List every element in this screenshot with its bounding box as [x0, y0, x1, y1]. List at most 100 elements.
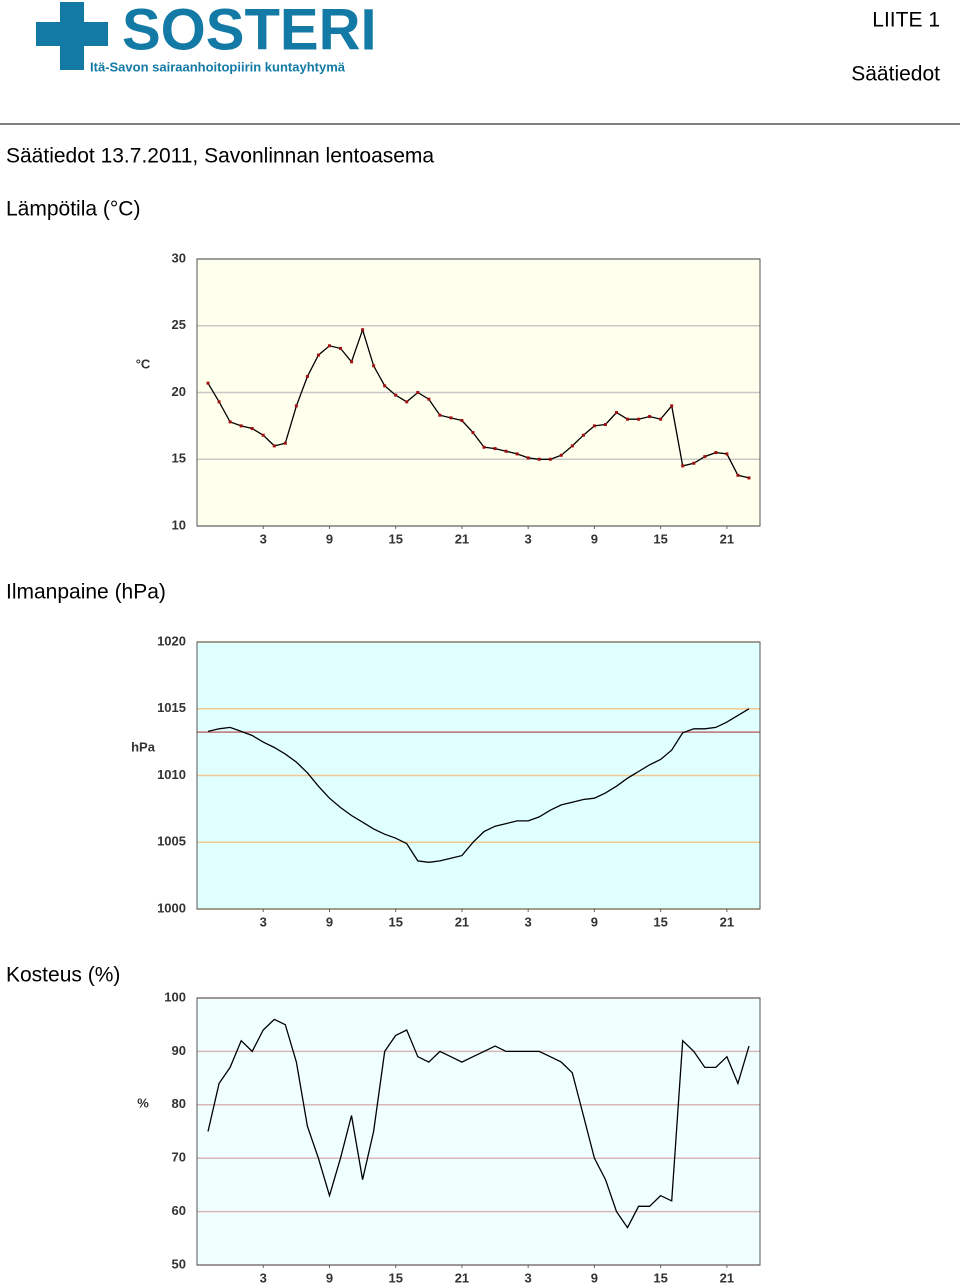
data-point	[228, 420, 232, 424]
data-point	[537, 457, 541, 461]
x-tick-label: 15	[388, 531, 402, 546]
y-tick-label: 1005	[157, 834, 186, 849]
x-tick-label: 9	[326, 531, 333, 546]
data-point	[460, 419, 464, 423]
appendix: LIITE 1	[872, 9, 940, 32]
plot-border	[196, 258, 761, 527]
data-line	[207, 1018, 750, 1229]
y-tick-label: 50	[172, 1256, 186, 1271]
data-point	[736, 473, 740, 477]
data-point	[316, 353, 320, 357]
x-tick-label: 21	[720, 1270, 734, 1285]
data-point	[427, 397, 431, 401]
data-point	[416, 391, 420, 394]
data-point	[714, 451, 718, 455]
data-point	[449, 416, 453, 420]
data-point	[614, 411, 618, 415]
x-tick-label: 9	[591, 1270, 598, 1285]
x-tick-label: 15	[653, 1270, 667, 1285]
x-tick-label: 9	[591, 531, 598, 546]
x-tick-label: 3	[525, 1270, 532, 1285]
x-tick-label: 21	[455, 531, 469, 546]
plot-border	[196, 997, 761, 1266]
data-point	[394, 393, 398, 397]
data-point	[526, 456, 530, 460]
logo-subtitle: Itä-Savon sairaanhoitopiirin kuntayhtymä	[90, 59, 346, 74]
x-tick-label: 3	[260, 1270, 267, 1285]
data-point	[592, 424, 596, 428]
y-axis-label: °C	[136, 356, 151, 371]
data-point	[493, 447, 497, 451]
y-tick-label: 1015	[157, 700, 186, 715]
data-point	[206, 381, 210, 385]
chart-heading: Kosteus (%)	[6, 964, 120, 987]
x-tick-label: 9	[591, 914, 598, 929]
plot-border	[196, 641, 761, 910]
x-tick-label: 9	[326, 914, 333, 929]
data-point	[305, 374, 309, 378]
x-tick-label: 3	[525, 914, 532, 929]
data-point	[361, 328, 365, 332]
x-tick-label: 15	[388, 1270, 402, 1285]
y-tick-label: 70	[172, 1150, 186, 1165]
data-point	[637, 417, 641, 421]
data-point	[626, 417, 630, 421]
y-tick-label: 60	[172, 1203, 186, 1218]
data-point	[438, 413, 442, 417]
data-point	[294, 404, 298, 408]
data-point	[659, 417, 663, 421]
data-point	[570, 444, 574, 448]
data-point	[339, 346, 343, 350]
y-tick-label: 100	[164, 989, 186, 1004]
data-point	[327, 344, 331, 348]
x-tick-label: 15	[653, 531, 667, 546]
data-point	[725, 452, 729, 456]
chart-heading: Ilmanpaine (hPa)	[6, 581, 166, 604]
data-point	[283, 441, 287, 445]
data-point	[250, 427, 254, 431]
data-point	[681, 464, 685, 468]
section: Säätiedot	[851, 63, 940, 86]
data-line	[207, 327, 750, 479]
x-tick-label: 3	[260, 531, 267, 546]
y-tick-label: 30	[172, 250, 186, 265]
data-point	[272, 444, 276, 448]
data-point	[692, 461, 696, 465]
y-tick-label: 90	[172, 1043, 186, 1058]
data-point	[471, 431, 475, 435]
x-tick-label: 21	[720, 914, 734, 929]
data-point	[603, 423, 607, 427]
x-tick-label: 21	[720, 531, 734, 546]
logo-cross	[36, 2, 108, 70]
x-tick-label: 3	[260, 914, 267, 929]
data-point	[548, 457, 552, 461]
x-tick-label: 21	[455, 1270, 469, 1285]
y-tick-label: 80	[172, 1096, 186, 1111]
y-tick-label: 1020	[157, 633, 186, 648]
data-point	[482, 445, 486, 449]
y-axis-label: %	[137, 1095, 149, 1110]
data-point	[239, 424, 243, 428]
logo-text: SOSTERI	[122, 0, 377, 62]
plot-area	[197, 998, 760, 1265]
data-point	[670, 404, 674, 408]
y-tick-label: 20	[172, 384, 186, 399]
data-point	[648, 415, 652, 419]
x-tick-label: 9	[326, 1270, 333, 1285]
x-tick-label: 15	[653, 914, 667, 929]
data-point	[747, 476, 751, 480]
data-point	[261, 433, 265, 437]
y-tick-label: 15	[172, 451, 186, 466]
data-point	[405, 400, 409, 404]
data-point	[515, 452, 519, 456]
y-tick-label: 1000	[157, 900, 186, 915]
data-point	[504, 449, 508, 453]
data-point	[559, 453, 563, 457]
y-tick-label: 1010	[157, 767, 186, 782]
logo: SOSTERI Itä-Savon sairaanhoitopiirin kun…	[36, 0, 377, 74]
data-point	[217, 400, 221, 404]
chart-heading: Lämpötila (°C)	[6, 198, 140, 221]
data-point	[372, 364, 376, 368]
x-tick-label: 3	[525, 531, 532, 546]
